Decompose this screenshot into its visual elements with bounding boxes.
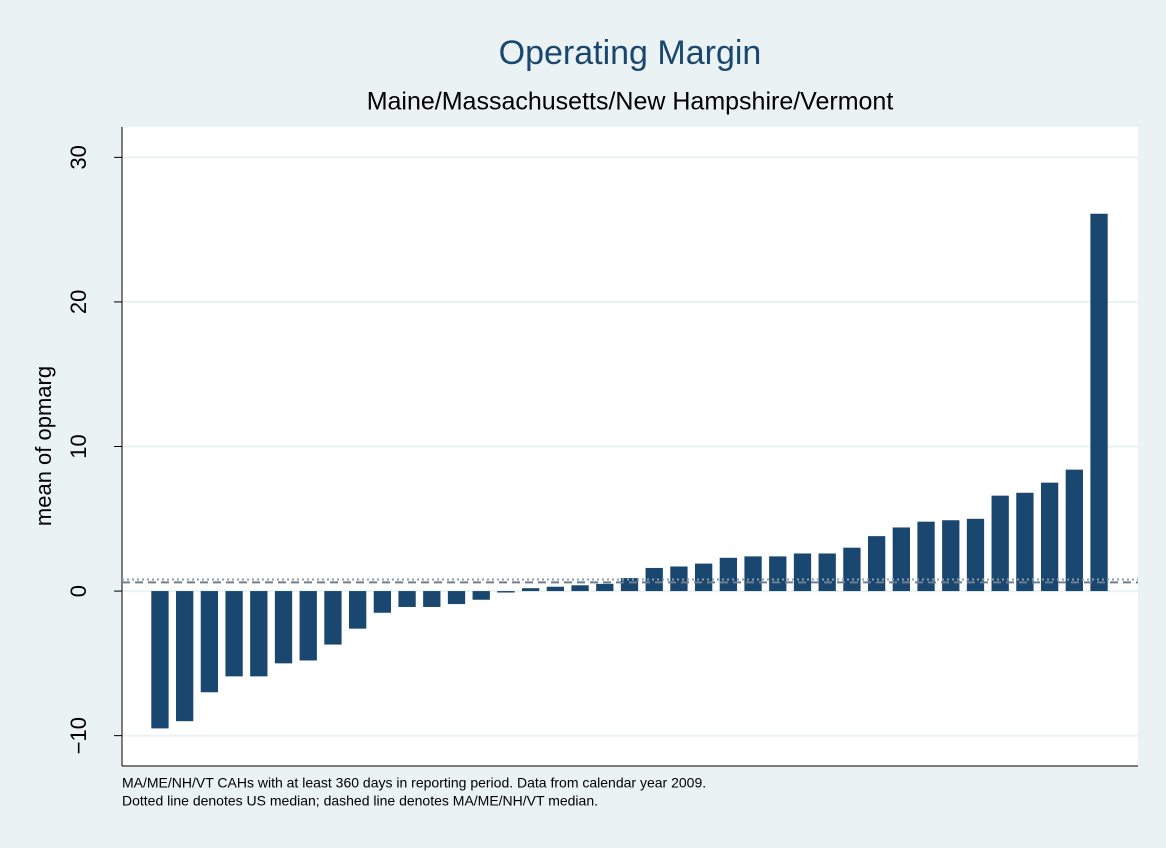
bar [966, 518, 985, 592]
bar [546, 586, 565, 592]
y-tick-label: 0 [66, 585, 91, 597]
bar [645, 567, 663, 592]
bar [521, 588, 540, 592]
bar [694, 563, 713, 592]
bar [1016, 492, 1034, 592]
bar [274, 591, 293, 664]
bar [571, 585, 589, 592]
bar [398, 591, 416, 607]
bar [225, 591, 243, 677]
bar [447, 591, 466, 605]
chart-title: Operating Margin [499, 34, 762, 72]
bar [818, 553, 836, 592]
bar [744, 556, 762, 592]
bar [250, 591, 268, 677]
bar [373, 591, 392, 613]
chart-subtitle: Maine/Massachusetts/New Hampshire/Vermon… [367, 88, 894, 116]
bar [200, 591, 219, 693]
bar [596, 583, 614, 592]
bar [1065, 469, 1083, 592]
bar [793, 553, 812, 592]
bar [991, 495, 1009, 592]
bar [942, 520, 960, 592]
bar [151, 591, 169, 729]
bar [324, 591, 342, 645]
bar [349, 591, 367, 629]
y-axis-label: mean of opmarg [31, 366, 56, 526]
y-tick-label: 30 [66, 145, 91, 169]
bar [917, 521, 935, 592]
bar [1040, 482, 1059, 592]
y-tick-label: 10 [66, 434, 91, 458]
bar [423, 591, 441, 607]
bar [867, 536, 886, 592]
y-tick-label: 20 [66, 290, 91, 314]
bar [1090, 213, 1108, 592]
y-tick-label: −10 [66, 717, 91, 754]
bar [892, 527, 910, 592]
note: MA/ME/NH/VT CAHs with at least 360 days … [122, 775, 706, 791]
bar [843, 547, 861, 592]
bar [719, 557, 738, 592]
note: Dotted line denotes US median; dashed li… [122, 793, 598, 809]
bar [472, 591, 490, 600]
bar [769, 556, 787, 592]
bar [497, 591, 515, 593]
bar [299, 591, 317, 661]
bar [620, 578, 639, 592]
bar [176, 591, 194, 722]
